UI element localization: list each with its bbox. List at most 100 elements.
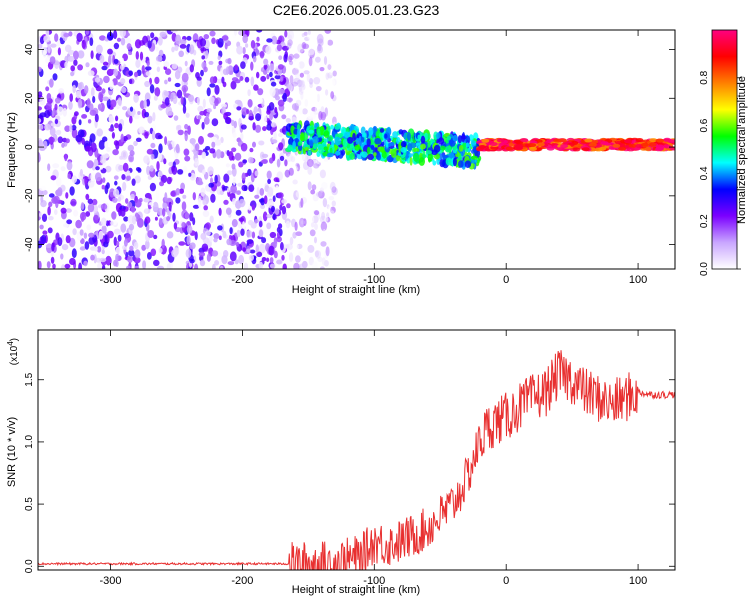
spectrogram-cell bbox=[65, 192, 69, 199]
spectrogram-cell bbox=[122, 106, 128, 111]
spectrogram-cell bbox=[234, 64, 239, 71]
spectrogram-marks bbox=[38, 30, 675, 269]
spectrogram-cell bbox=[39, 96, 46, 106]
spectrogram-cell bbox=[56, 177, 62, 187]
spectrogram-cell bbox=[199, 38, 207, 47]
spectrogram-cell bbox=[243, 185, 248, 191]
spectrogram-cell bbox=[298, 61, 305, 69]
spectrogram-cell bbox=[47, 163, 51, 171]
spectrogram-cell bbox=[221, 35, 229, 41]
spectrogram-cell bbox=[147, 115, 153, 124]
spectrogram-cell bbox=[378, 132, 383, 138]
spectrogram-cell bbox=[201, 243, 209, 252]
spectrogram-cell bbox=[137, 167, 142, 173]
spectrogram-cell bbox=[648, 142, 657, 147]
spectrogram-cell bbox=[40, 234, 47, 245]
spectrogram-cell bbox=[258, 261, 263, 269]
spectrogram-cell bbox=[313, 163, 320, 169]
spectrogram-cell bbox=[284, 159, 288, 167]
spectrogram-cell bbox=[505, 146, 514, 151]
spectrogram-cell bbox=[94, 246, 98, 252]
spectrogram-cell bbox=[320, 221, 328, 232]
spectrogram-cell bbox=[49, 78, 54, 88]
spectrogram-cell bbox=[165, 68, 172, 75]
spectrogram-cell bbox=[153, 259, 160, 267]
spectrogram-cell bbox=[266, 170, 272, 180]
spectrogram-cell bbox=[221, 255, 228, 265]
spectrogram-cell bbox=[259, 97, 263, 104]
spectrogram-cell bbox=[298, 171, 303, 179]
y-tick-label: -20 bbox=[24, 188, 35, 203]
spectrogram-cell bbox=[108, 115, 114, 123]
spectrogram-cell bbox=[273, 239, 278, 249]
spectrogram-cell bbox=[327, 206, 332, 214]
spectrogram-cell bbox=[269, 71, 273, 78]
spectrogram-cell bbox=[87, 90, 92, 100]
spectrogram-cell bbox=[302, 108, 308, 115]
spectrogram-cell bbox=[227, 57, 232, 65]
spectrogram-cell bbox=[209, 76, 216, 84]
spectrogram-cell bbox=[292, 246, 297, 255]
spectrogram-cell bbox=[269, 63, 275, 73]
spectrogram-cell bbox=[134, 71, 139, 78]
spectrogram-cell bbox=[79, 212, 87, 221]
spectrogram-cell bbox=[432, 160, 437, 166]
spectrogram-cell bbox=[65, 138, 70, 144]
spectrogram-cell bbox=[47, 43, 51, 54]
spectrogram-cell bbox=[156, 161, 160, 171]
spectrogram-cell bbox=[65, 235, 71, 244]
spectrogram-cell bbox=[81, 137, 85, 145]
spectrogram-cell bbox=[95, 166, 100, 171]
spectrogram-cell bbox=[71, 248, 77, 259]
spectrogram-cell bbox=[145, 239, 150, 250]
spectrogram-cell bbox=[285, 118, 291, 123]
spectrogram-cell bbox=[64, 125, 71, 132]
spectrogram-cell bbox=[266, 123, 272, 131]
spectrogram-cell bbox=[279, 75, 284, 82]
spectrogram-cell bbox=[219, 190, 224, 196]
spectrogram-cell bbox=[60, 253, 64, 260]
figure-title: C2E6.2026.005.01.23.G23 bbox=[273, 2, 440, 18]
spectrogram-cell bbox=[309, 229, 316, 237]
spectrogram-cell bbox=[261, 237, 267, 244]
spectrogram-cell bbox=[379, 127, 385, 133]
spectrogram-cell bbox=[349, 152, 356, 160]
spectrogram-cell bbox=[101, 225, 107, 234]
spectrogram-cell bbox=[245, 43, 249, 48]
spectrogram-cell bbox=[55, 129, 62, 136]
spectrogram-cell bbox=[369, 130, 374, 136]
spectrogram-cell bbox=[288, 30, 295, 40]
spectrogram-cell bbox=[177, 124, 182, 130]
spectrogram-cell bbox=[66, 161, 73, 171]
spectrogram-cell bbox=[104, 141, 109, 149]
spectrogram-cell bbox=[214, 84, 220, 95]
snr-scale-prefix: (x10 bbox=[9, 345, 20, 365]
spectrogram-cell bbox=[129, 106, 134, 112]
spectrogram-cell bbox=[76, 32, 83, 43]
spectrogram-cell bbox=[231, 167, 237, 177]
spectrogram-cell bbox=[329, 68, 334, 76]
spectrogram-cell bbox=[63, 32, 70, 38]
spectrogram-cell bbox=[133, 241, 139, 250]
spectrogram-cell bbox=[326, 152, 334, 158]
spectrogram-cell bbox=[323, 56, 328, 65]
spectrogram-cell bbox=[131, 215, 137, 225]
spectrogram-cell bbox=[261, 153, 269, 158]
spectrogram-cell bbox=[202, 169, 206, 175]
spectrogram-cell bbox=[452, 135, 458, 142]
spectrogram-cell bbox=[166, 231, 174, 239]
spectrogram-cell bbox=[113, 188, 120, 198]
spectrogram-cell bbox=[155, 46, 159, 52]
spectrogram-cell bbox=[311, 261, 318, 269]
spectrogram-cell bbox=[154, 87, 161, 97]
spectrogram-cell bbox=[113, 68, 119, 77]
spectrogram-cell bbox=[263, 195, 268, 205]
spectrogram-cell bbox=[130, 193, 135, 200]
spectrogram-cell bbox=[553, 138, 562, 143]
spectrogram-cell bbox=[325, 36, 329, 46]
spectrogram-cell bbox=[248, 254, 254, 261]
spectrogram-cell bbox=[114, 180, 118, 186]
spectrogram-cell bbox=[268, 245, 275, 256]
spectrogram-cell bbox=[247, 219, 254, 226]
colorbar-gradient bbox=[711, 29, 738, 270]
